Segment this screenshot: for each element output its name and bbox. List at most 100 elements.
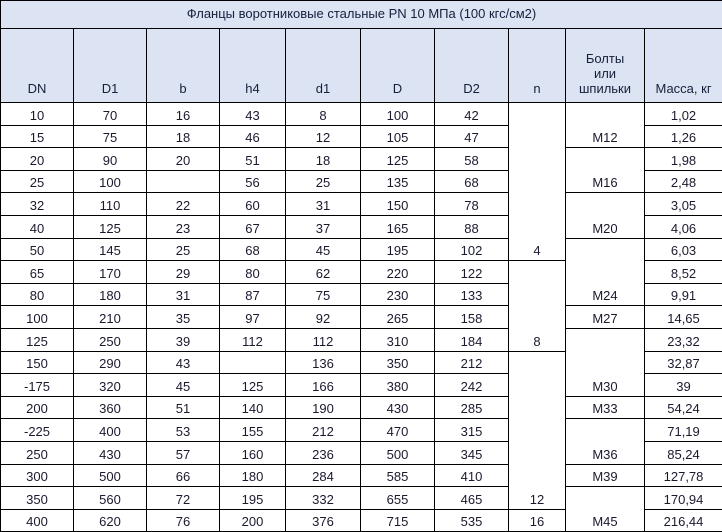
cell-b[interactable]: 16 [147, 103, 220, 126]
cell-d2[interactable]: 133 [435, 283, 509, 306]
cell-d[interactable]: 135 [361, 170, 435, 193]
cell-d2[interactable]: 184 [435, 328, 509, 351]
cell-b[interactable]: 76 [147, 509, 220, 532]
cell-h4[interactable]: 87 [220, 283, 286, 306]
cell-d1s[interactable]: 166 [286, 374, 361, 397]
cell-mass[interactable]: 2,48 [645, 170, 722, 193]
cell-h4[interactable]: 160 [220, 441, 286, 464]
cell-dn[interactable]: -175 [1, 374, 74, 397]
cell-mass[interactable]: 3,05 [645, 193, 722, 216]
cell-d[interactable]: 150 [361, 193, 435, 216]
cell-mass[interactable]: 6,03 [645, 238, 722, 261]
cell-d1[interactable]: 90 [74, 148, 147, 171]
cell-h4[interactable]: 80 [220, 261, 286, 284]
cell-dn[interactable]: 350 [1, 487, 74, 510]
cell-d[interactable]: 310 [361, 328, 435, 351]
cell-d2[interactable]: 102 [435, 238, 509, 261]
cell-n[interactable]: 4 [509, 103, 566, 261]
cell-n[interactable]: 16 [509, 509, 566, 532]
cell-bolt[interactable]: M39 [566, 464, 645, 487]
cell-d1s[interactable]: 236 [286, 441, 361, 464]
cell-b[interactable]: 45 [147, 374, 220, 397]
cell-b[interactable]: 53 [147, 419, 220, 442]
cell-d1s[interactable]: 212 [286, 419, 361, 442]
cell-d1[interactable]: 110 [74, 193, 147, 216]
cell-d[interactable]: 470 [361, 419, 435, 442]
cell-d1[interactable]: 170 [74, 261, 147, 284]
cell-d[interactable]: 105 [361, 125, 435, 148]
cell-d1s[interactable]: 12 [286, 125, 361, 148]
cell-dn[interactable]: 80 [1, 283, 74, 306]
cell-d1[interactable]: 250 [74, 328, 147, 351]
cell-bolt[interactable]: M24 [566, 238, 645, 306]
cell-bolt[interactable]: M16 [566, 148, 645, 193]
cell-dn[interactable]: -225 [1, 419, 74, 442]
cell-b[interactable]: 29 [147, 261, 220, 284]
cell-d[interactable]: 165 [361, 215, 435, 238]
cell-b[interactable]: 51 [147, 396, 220, 419]
cell-d2[interactable]: 158 [435, 306, 509, 329]
cell-d2[interactable]: 58 [435, 148, 509, 171]
cell-mass[interactable]: 127,78 [645, 464, 722, 487]
cell-dn[interactable]: 32 [1, 193, 74, 216]
cell-dn[interactable]: 300 [1, 464, 74, 487]
cell-d1s[interactable]: 25 [286, 170, 361, 193]
cell-b[interactable]: 66 [147, 464, 220, 487]
cell-dn[interactable]: 150 [1, 351, 74, 374]
cell-d1[interactable]: 100 [74, 170, 147, 193]
cell-mass[interactable]: 216,44 [645, 509, 722, 532]
cell-d2[interactable]: 42 [435, 103, 509, 126]
cell-h4[interactable]: 68 [220, 238, 286, 261]
cell-b[interactable] [147, 170, 220, 193]
column-header-d1-small[interactable]: d1 [286, 29, 361, 103]
cell-d[interactable]: 380 [361, 374, 435, 397]
cell-dn[interactable]: 50 [1, 238, 74, 261]
cell-d[interactable]: 430 [361, 396, 435, 419]
column-header-d2[interactable]: D2 [435, 29, 509, 103]
cell-h4[interactable]: 67 [220, 215, 286, 238]
cell-h4[interactable]: 97 [220, 306, 286, 329]
cell-dn[interactable]: 125 [1, 328, 74, 351]
cell-d1[interactable]: 560 [74, 487, 147, 510]
cell-h4[interactable]: 60 [220, 193, 286, 216]
cell-dn[interactable]: 10 [1, 103, 74, 126]
cell-d[interactable]: 265 [361, 306, 435, 329]
cell-bolt[interactable]: M30 [566, 328, 645, 396]
cell-dn[interactable]: 100 [1, 306, 74, 329]
cell-d1[interactable]: 70 [74, 103, 147, 126]
cell-b[interactable]: 20 [147, 148, 220, 171]
cell-mass[interactable]: 71,19 [645, 419, 722, 442]
cell-h4[interactable]: 56 [220, 170, 286, 193]
cell-mass[interactable]: 1,02 [645, 103, 722, 126]
cell-h4[interactable] [220, 351, 286, 374]
cell-d1[interactable]: 75 [74, 125, 147, 148]
cell-d1[interactable]: 180 [74, 283, 147, 306]
cell-d1s[interactable]: 376 [286, 509, 361, 532]
cell-mass[interactable]: 39 [645, 374, 722, 397]
cell-d2[interactable]: 345 [435, 441, 509, 464]
cell-n[interactable]: 8 [509, 261, 566, 351]
cell-dn[interactable]: 200 [1, 396, 74, 419]
cell-h4[interactable]: 43 [220, 103, 286, 126]
cell-h4[interactable]: 140 [220, 396, 286, 419]
cell-d1[interactable]: 500 [74, 464, 147, 487]
column-header-b[interactable]: b [147, 29, 220, 103]
cell-dn[interactable]: 400 [1, 509, 74, 532]
cell-d1s[interactable]: 332 [286, 487, 361, 510]
cell-d[interactable]: 715 [361, 509, 435, 532]
cell-d2[interactable]: 47 [435, 125, 509, 148]
cell-d1[interactable]: 400 [74, 419, 147, 442]
cell-mass[interactable]: 9,91 [645, 283, 722, 306]
cell-mass[interactable]: 170,94 [645, 487, 722, 510]
cell-h4[interactable]: 180 [220, 464, 286, 487]
cell-d1s[interactable]: 92 [286, 306, 361, 329]
cell-d2[interactable]: 285 [435, 396, 509, 419]
cell-d1s[interactable]: 18 [286, 148, 361, 171]
cell-mass[interactable]: 1,26 [645, 125, 722, 148]
cell-bolt[interactable]: M27 [566, 306, 645, 329]
cell-bolt[interactable]: M33 [566, 396, 645, 419]
cell-d2[interactable]: 410 [435, 464, 509, 487]
cell-d[interactable]: 125 [361, 148, 435, 171]
cell-b[interactable]: 43 [147, 351, 220, 374]
cell-mass[interactable]: 32,87 [645, 351, 722, 374]
